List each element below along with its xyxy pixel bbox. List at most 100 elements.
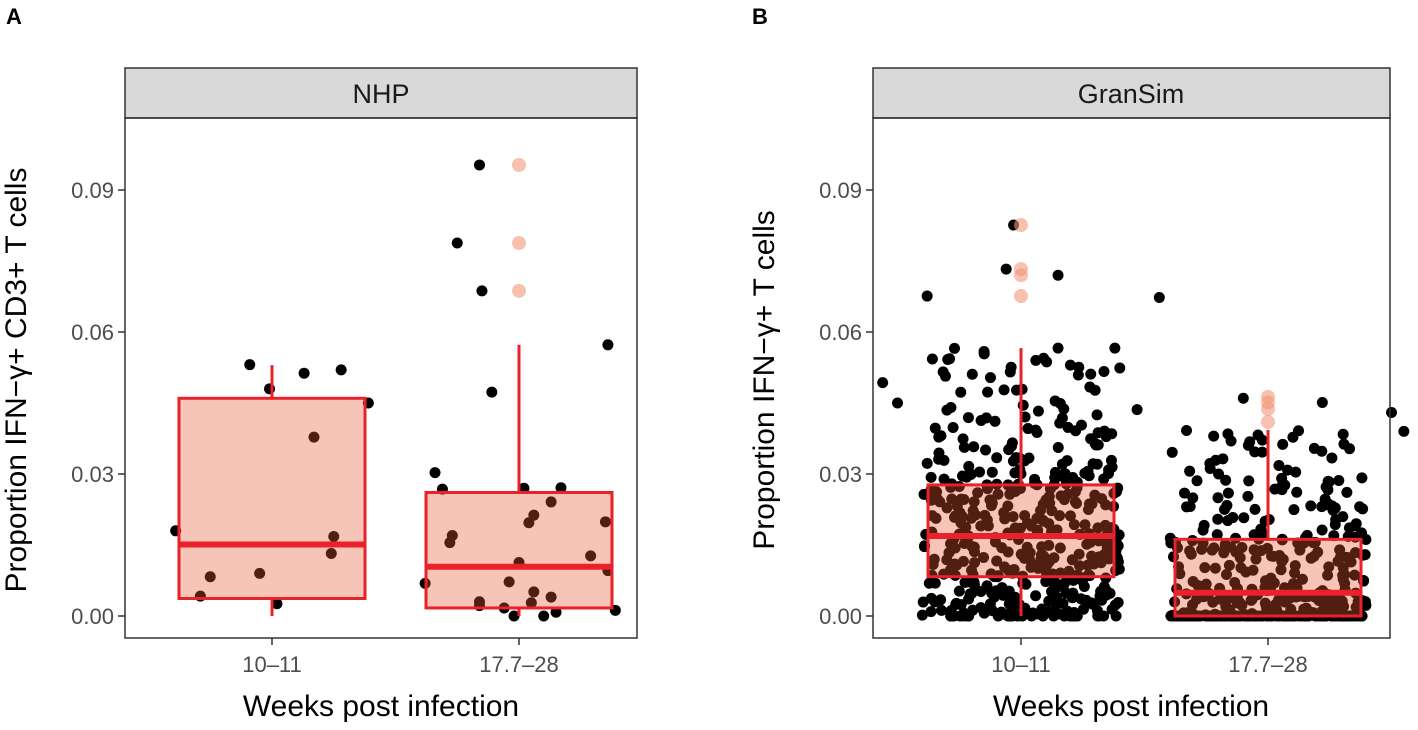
data-point [1092, 427, 1104, 439]
data-point [1064, 510, 1076, 522]
data-point [1114, 362, 1126, 374]
data-point [1178, 487, 1190, 499]
data-point [1003, 585, 1015, 597]
data-point [1273, 460, 1285, 472]
data-point [1290, 466, 1302, 478]
data-point [992, 488, 1004, 500]
data-point [1174, 568, 1186, 580]
outlier-point [1261, 414, 1275, 429]
data-point [961, 471, 973, 483]
data-point [1038, 352, 1050, 364]
data-point [1052, 441, 1064, 453]
data-point [545, 496, 557, 508]
data-point [204, 571, 216, 583]
data-point [1260, 575, 1272, 587]
data-point [1058, 610, 1070, 622]
data-point [963, 460, 975, 472]
data-point [1199, 562, 1211, 574]
data-point [1308, 550, 1320, 562]
data-point [1048, 552, 1060, 564]
data-point [1322, 475, 1334, 487]
data-point [948, 342, 960, 354]
data-point [1073, 548, 1085, 560]
data-point [523, 517, 535, 529]
data-point [985, 500, 997, 512]
data-point [955, 386, 967, 398]
data-point [1031, 426, 1043, 438]
data-point [1017, 577, 1029, 589]
data-point [1050, 578, 1062, 590]
data-point [1106, 428, 1118, 440]
data-point [966, 368, 978, 380]
x-tick-label: 10–11 [991, 652, 1051, 677]
data-point [528, 586, 540, 598]
data-point [1341, 486, 1353, 498]
data-point [1315, 594, 1327, 606]
data-point [1007, 511, 1019, 523]
plot-marks [170, 157, 621, 622]
data-point [959, 576, 971, 588]
data-point [945, 402, 957, 414]
data-point [1191, 475, 1203, 487]
data-point [1322, 484, 1334, 496]
data-point [1058, 403, 1070, 415]
box [177, 396, 367, 600]
data-point [1089, 384, 1101, 396]
data-point [1344, 443, 1356, 455]
data-point [968, 441, 980, 453]
data-point [1227, 512, 1239, 524]
data-point [1248, 544, 1260, 556]
data-point [1236, 541, 1248, 553]
data-point [1002, 546, 1014, 558]
outlier-point [1261, 402, 1275, 417]
data-point [968, 576, 980, 588]
data-point [1100, 589, 1112, 601]
data-point [1006, 610, 1018, 622]
y-tick-label: 0.03 [71, 462, 114, 487]
data-point [1036, 603, 1048, 615]
data-point [1153, 291, 1165, 303]
data-point [917, 596, 929, 608]
data-point [1336, 595, 1348, 607]
data-point [1360, 533, 1372, 545]
data-point [984, 372, 996, 384]
outlier-point [512, 157, 526, 172]
data-point [1290, 580, 1302, 592]
data-point [1048, 610, 1060, 622]
data-point [1056, 412, 1068, 424]
outlier-point [1014, 218, 1028, 233]
data-point [1025, 561, 1037, 573]
plot-border [124, 117, 638, 639]
y-tick-label: 0.03 [819, 462, 862, 487]
data-point [877, 377, 889, 389]
data-point [925, 471, 937, 483]
data-point [1275, 564, 1287, 576]
data-point [991, 555, 1003, 567]
data-point [1077, 603, 1089, 615]
data-point [1075, 593, 1087, 605]
data-point [931, 486, 943, 498]
data-point [1113, 563, 1125, 575]
y-tick-label: 0.09 [71, 178, 114, 203]
data-point [958, 441, 970, 453]
data-point [934, 496, 946, 508]
data-point [1181, 425, 1193, 437]
data-point [933, 447, 945, 459]
outlier-point [1014, 268, 1028, 283]
box [424, 490, 614, 610]
data-point [1022, 423, 1034, 435]
data-point [1027, 607, 1039, 619]
data-point [929, 422, 941, 434]
data-point [1204, 463, 1216, 475]
data-point [538, 610, 550, 622]
data-point [978, 551, 990, 563]
data-point [1024, 547, 1036, 559]
axes: 0.00 0.03 0.06 0.09 10–11 17.7–28 [819, 178, 1308, 677]
data-point [1349, 569, 1361, 581]
panel-label: A [6, 4, 22, 29]
y-axis-title: Proportion IFN−γ+ T cells [748, 210, 781, 550]
data-point [1083, 498, 1095, 510]
data-point [998, 384, 1010, 396]
data-point [1103, 552, 1115, 564]
data-point [1305, 500, 1317, 512]
